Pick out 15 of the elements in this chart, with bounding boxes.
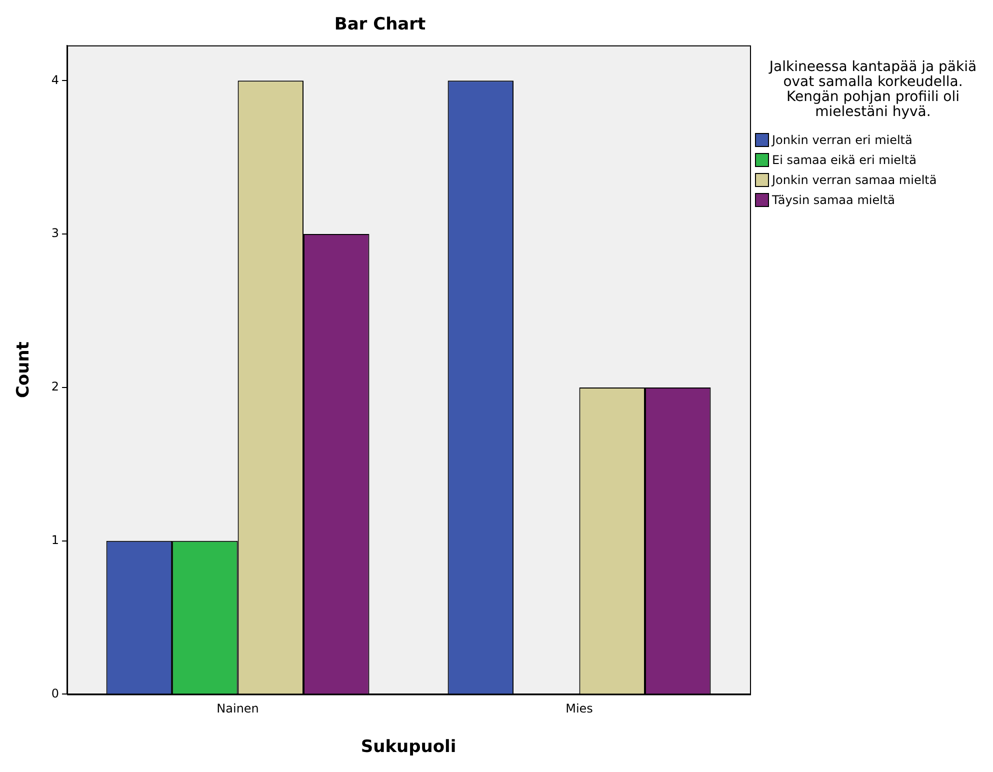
- legend-label: Jonkin verran eri mieltä: [772, 133, 912, 147]
- x-tick-label: Mies: [566, 702, 593, 716]
- y-tick-label: 3: [51, 226, 60, 240]
- y-axis-title: Count: [14, 342, 34, 398]
- y-tick-label: 4: [51, 72, 60, 87]
- y-tick-label: 1: [51, 532, 60, 547]
- y-tick-label: 2: [51, 380, 60, 394]
- legend-label: Täysin samaa mieltä: [772, 193, 896, 207]
- legend-label: Jonkin verran samaa mieltä: [772, 173, 937, 187]
- y-tick-label: 0: [51, 686, 60, 700]
- x-tick-label: Nainen: [216, 702, 259, 716]
- legend-title: Jalkineessa kantapää ja päkiä ovat samalla korkeudella. Kengän pohjan profiili oli mielestäni hyvä.: [768, 59, 978, 120]
- legend-label: Ei samaa eikä eri mieltä: [772, 153, 916, 167]
- chart-title: Bar Chart: [334, 14, 426, 35]
- x-axis-title: Sukupuoli: [360, 737, 456, 758]
